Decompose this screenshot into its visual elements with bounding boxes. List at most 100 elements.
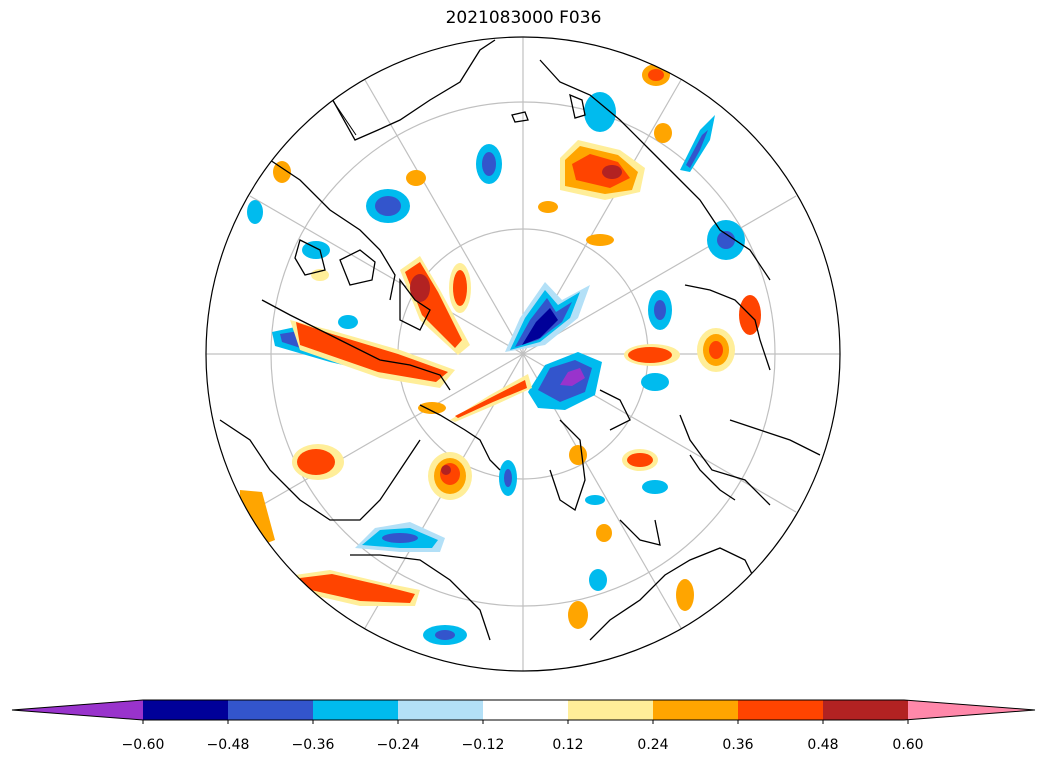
- anomaly-feature: [410, 274, 430, 302]
- colorbar-tick-label: −0.24: [377, 737, 420, 753]
- meridian-line: [364, 79, 524, 355]
- borders: [239, 91, 357, 211]
- anomaly-feature: [302, 241, 330, 259]
- anomaly-feature: [240, 490, 275, 545]
- colorbar-swatch: [143, 700, 228, 720]
- anomaly-feature: [596, 524, 612, 542]
- colorbar-swatch: [568, 700, 653, 720]
- coastlines: [219, 39, 821, 641]
- coastline: [569, 93, 586, 119]
- border-line: [239, 107, 291, 211]
- coastline: [589, 547, 761, 641]
- coastline: [339, 249, 376, 286]
- colorbar-tick-label: 0.24: [637, 737, 668, 753]
- anomaly-feature: [686, 130, 708, 168]
- colorbar-swatch: [398, 700, 483, 720]
- colorbar-swatches: [12, 700, 1035, 720]
- colorbar-swatch: [483, 700, 568, 720]
- coastline: [599, 389, 631, 431]
- anomaly-feature: [273, 161, 291, 183]
- colorbar-swatch: [313, 700, 398, 720]
- meridian-line: [249, 195, 524, 355]
- anomaly-feature: [504, 469, 512, 487]
- anomaly-feature: [560, 368, 585, 386]
- coastline: [511, 111, 529, 123]
- colorbar-tick-label: −0.12: [462, 737, 505, 753]
- coastline: [294, 239, 326, 276]
- colorbar-tick-label: 0.48: [807, 737, 838, 753]
- colorbar-extend-low: [12, 700, 143, 720]
- coastline: [399, 278, 431, 331]
- colorbar-tick-label: −0.60: [122, 737, 165, 753]
- anomaly-feature: [584, 92, 616, 132]
- colorbar-swatch: [738, 700, 823, 720]
- anomaly-feature: [717, 231, 735, 249]
- anomaly-feature: [602, 165, 622, 179]
- anomaly-feature: [642, 480, 668, 494]
- anomaly-feature: [300, 574, 415, 603]
- anomaly-feature: [627, 453, 653, 467]
- anomaly-feature: [297, 449, 335, 475]
- colorbar-ticks: [142, 720, 909, 724]
- anomaly-feature: [455, 380, 527, 418]
- coastline: [329, 39, 496, 141]
- colorbar-frame: [11, 699, 1036, 721]
- anomaly-feature: [709, 341, 723, 359]
- positive-anomalies: [240, 64, 761, 629]
- negative-anomalies: [247, 92, 745, 645]
- anomaly-feature: [453, 270, 467, 306]
- colorbar: −0.60 −0.48 −0.36 −0.24 −0.12 0.12 0.24 0.36 0.4…: [11, 699, 1036, 753]
- coastline: [261, 299, 451, 391]
- coastline: [269, 159, 396, 301]
- colorbar-tick-label: 0.12: [552, 737, 583, 753]
- coastline: [539, 59, 771, 281]
- anomaly-feature: [676, 579, 694, 611]
- anomaly-feature: [568, 601, 588, 629]
- anomaly-feature: [538, 201, 558, 213]
- anomaly-feature: [435, 630, 455, 640]
- coastline: [549, 419, 586, 512]
- colorbar-swatch: [653, 700, 738, 720]
- coastline: [729, 419, 821, 456]
- meridian-line: [522, 195, 797, 355]
- anomaly-feature: [247, 200, 263, 224]
- anomaly-feature: [589, 569, 607, 591]
- anomaly-feature: [522, 308, 558, 345]
- anomaly-feature: [441, 465, 451, 475]
- anomaly-feature: [654, 300, 666, 320]
- polar-map: [205, 36, 841, 672]
- anomaly-feature: [648, 69, 664, 81]
- anomaly-feature: [569, 445, 587, 465]
- border-line: [326, 91, 357, 136]
- anomaly-feature: [586, 234, 614, 246]
- anomaly-feature: [382, 533, 418, 543]
- colorbar-tick-label: −0.36: [292, 737, 335, 753]
- anomaly-feature: [406, 170, 426, 186]
- graticule: [206, 37, 840, 671]
- colorbar-tick-label: 0.60: [892, 737, 923, 753]
- meridian-line: [249, 353, 524, 513]
- anomaly-feature: [375, 196, 401, 216]
- coastline: [689, 454, 736, 501]
- coastline: [684, 284, 771, 371]
- anomaly-feature: [338, 315, 358, 329]
- anomaly-feature: [418, 402, 446, 414]
- anomaly-feature: [654, 123, 672, 143]
- coastline: [419, 404, 501, 471]
- colorbar-labels: −0.60 −0.48 −0.36 −0.24 −0.12 0.12 0.24 0.36 0.4…: [122, 737, 924, 753]
- map-title: 2021083000 F036: [445, 8, 602, 28]
- anomaly-feature: [628, 347, 672, 363]
- coastline: [219, 419, 421, 521]
- colorbar-extend-high: [908, 700, 1035, 720]
- anomaly-feature: [585, 495, 605, 505]
- coastline: [679, 414, 771, 506]
- coastline: [619, 519, 661, 546]
- colorbar-swatch: [823, 700, 908, 720]
- anomaly-feature: [482, 152, 496, 176]
- colorbar-swatch: [228, 700, 313, 720]
- colorbar-tick-label: −0.48: [207, 737, 250, 753]
- colorbar-tick-label: 0.36: [722, 737, 753, 753]
- coastline: [350, 554, 491, 641]
- anomaly-feature: [572, 154, 630, 188]
- map-boundary: [205, 36, 841, 672]
